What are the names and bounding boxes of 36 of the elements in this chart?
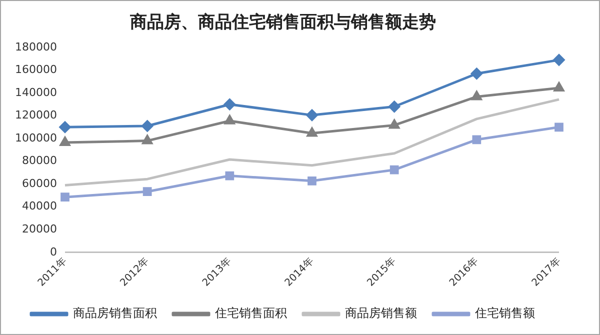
point — [554, 122, 564, 132]
point — [472, 90, 482, 100]
y-tick-label: 40000 — [22, 200, 57, 213]
point — [553, 54, 565, 66]
point — [142, 120, 154, 132]
point — [60, 136, 70, 146]
y-tick-label: 160000 — [14, 63, 57, 76]
point — [554, 82, 564, 92]
point — [225, 171, 234, 180]
point — [390, 165, 399, 174]
point — [224, 115, 235, 124]
point — [224, 98, 236, 110]
point — [308, 176, 316, 186]
y-tick-label: 80000 — [22, 154, 57, 168]
y-tick-label: 120000 — [14, 108, 57, 122]
chart-title: 商品房、商品住宅销售面积与销售额走势 — [129, 12, 436, 33]
legend-label: 住宅销售额 — [474, 306, 535, 320]
point — [142, 135, 152, 144]
point — [142, 187, 152, 196]
point — [306, 128, 318, 137]
legend-label: 商品房销售面积 — [73, 306, 157, 320]
y-tick-label: 180000 — [14, 40, 57, 54]
y-tick-label: 0 — [50, 245, 57, 258]
y-tick-label: 100000 — [14, 131, 57, 144]
point — [60, 192, 70, 202]
y-tick-label: 20000 — [22, 222, 57, 236]
point — [470, 68, 482, 80]
point — [472, 135, 482, 144]
y-tick-label: 60000 — [22, 176, 57, 190]
point — [306, 109, 318, 121]
y-tick-label: 140000 — [14, 86, 57, 99]
point — [389, 119, 400, 129]
point — [388, 100, 400, 112]
point — [59, 121, 71, 133]
legend-label: 商品房销售额 — [345, 306, 417, 320]
legend-label: 住宅销售面积 — [214, 306, 287, 320]
